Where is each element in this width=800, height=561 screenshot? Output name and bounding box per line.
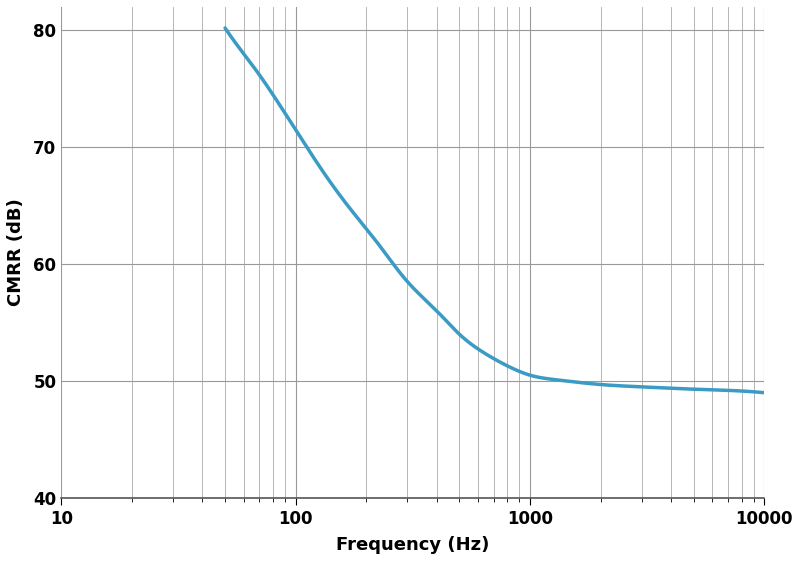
Y-axis label: CMRR (dB): CMRR (dB)	[7, 199, 25, 306]
X-axis label: Frequency (Hz): Frequency (Hz)	[336, 536, 490, 554]
